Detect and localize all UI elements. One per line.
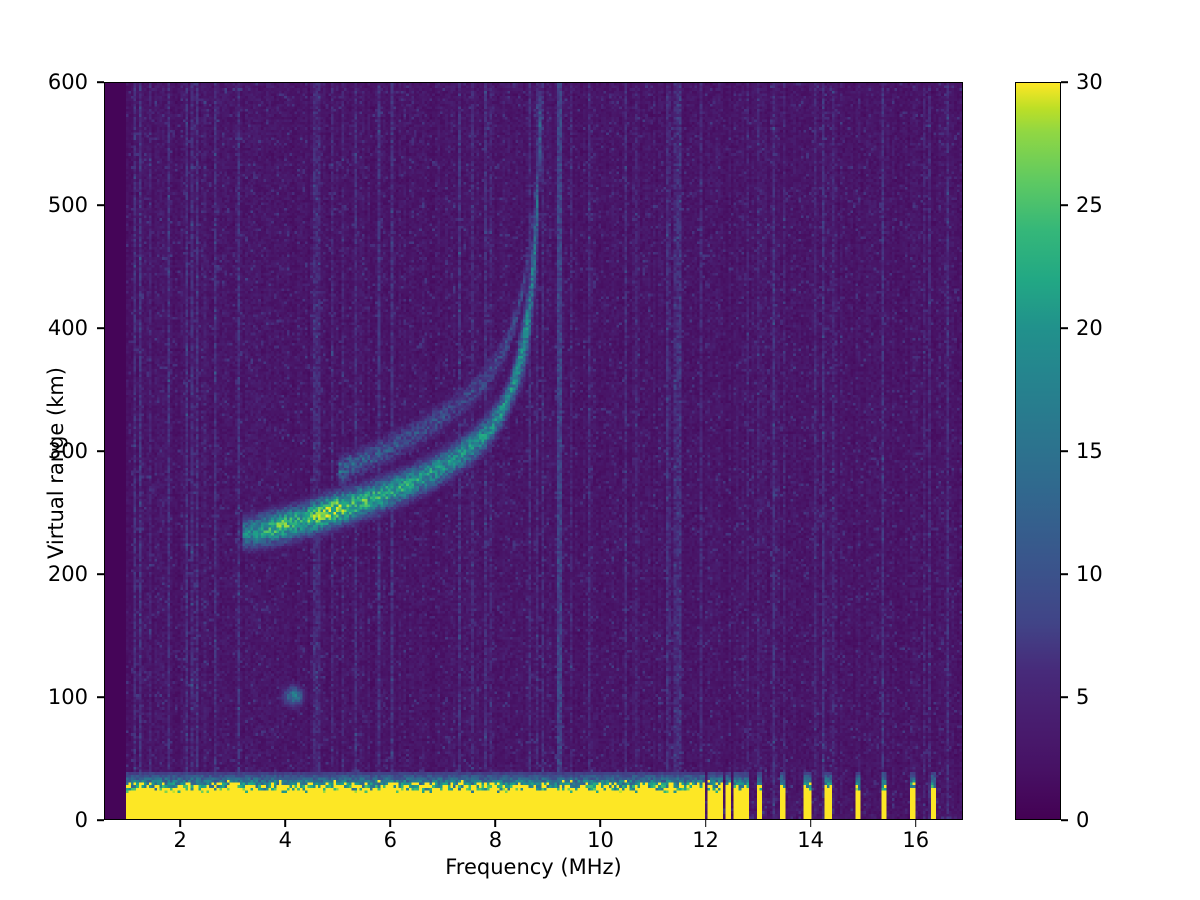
colorbar-tick-mark xyxy=(1061,327,1068,329)
x-axis-tick-mark xyxy=(494,820,497,827)
y-axis-tick-label: 600 xyxy=(47,70,88,94)
x-axis-tick-label: 4 xyxy=(278,828,292,852)
y-axis-tick-mark xyxy=(97,450,104,452)
y-axis-tick-label: 400 xyxy=(47,316,88,340)
y-axis-tick-mark xyxy=(97,81,104,83)
y-axis-tick-label: 500 xyxy=(47,193,88,217)
x-axis-tick-mark xyxy=(389,820,392,827)
colorbar-tick-label: 15 xyxy=(1076,439,1103,463)
ionogram-heatmap xyxy=(105,83,962,819)
y-axis-tick-label: 300 xyxy=(47,439,88,463)
colorbar-tick-mark xyxy=(1061,450,1068,452)
x-axis-tick-label: 6 xyxy=(383,828,398,852)
ionogram-plot-area xyxy=(104,82,963,820)
y-axis-tick-mark xyxy=(97,204,104,206)
y-axis-tick-label: 0 xyxy=(74,808,88,832)
x-axis-tick-mark xyxy=(179,820,181,827)
y-axis-tick-mark xyxy=(97,819,104,821)
y-axis-tick-label: 100 xyxy=(47,685,88,709)
colorbar-tick-label: 5 xyxy=(1076,685,1090,709)
y-axis-tick-mark xyxy=(97,327,104,329)
snr-colorbar xyxy=(1015,82,1061,820)
colorbar-tick-mark xyxy=(1061,696,1068,698)
x-axis-label: Frequency (MHz) xyxy=(445,855,622,879)
x-axis-tick-label: 10 xyxy=(587,828,614,852)
colorbar-tick-label: 25 xyxy=(1076,193,1103,217)
colorbar-tick-mark xyxy=(1061,573,1068,575)
colorbar-tick-label: 30 xyxy=(1076,70,1103,94)
colorbar-tick-label: 10 xyxy=(1076,562,1103,586)
x-axis-tick-label: 12 xyxy=(692,828,719,852)
x-axis-tick-label: 2 xyxy=(173,828,187,852)
x-axis-tick-mark xyxy=(599,820,602,827)
colorbar-tick-mark xyxy=(1061,204,1068,206)
x-axis-tick-label: 16 xyxy=(902,828,930,852)
y-axis-tick-mark xyxy=(97,696,104,698)
x-axis-tick-label: 14 xyxy=(797,828,824,852)
colorbar-tick-label: 20 xyxy=(1076,316,1103,340)
x-axis-tick-mark xyxy=(809,820,812,827)
colorbar-tick-mark xyxy=(1061,81,1068,83)
colorbar-tick-mark xyxy=(1061,819,1068,821)
y-axis-tick-label: 200 xyxy=(47,562,88,586)
x-axis-tick-mark xyxy=(914,820,917,827)
x-axis-tick-label: 8 xyxy=(488,828,503,852)
x-axis-tick-mark xyxy=(284,820,287,827)
y-axis-tick-mark xyxy=(97,573,104,575)
colorbar-tick-label: 0 xyxy=(1076,808,1090,832)
x-axis-tick-mark xyxy=(704,820,707,827)
